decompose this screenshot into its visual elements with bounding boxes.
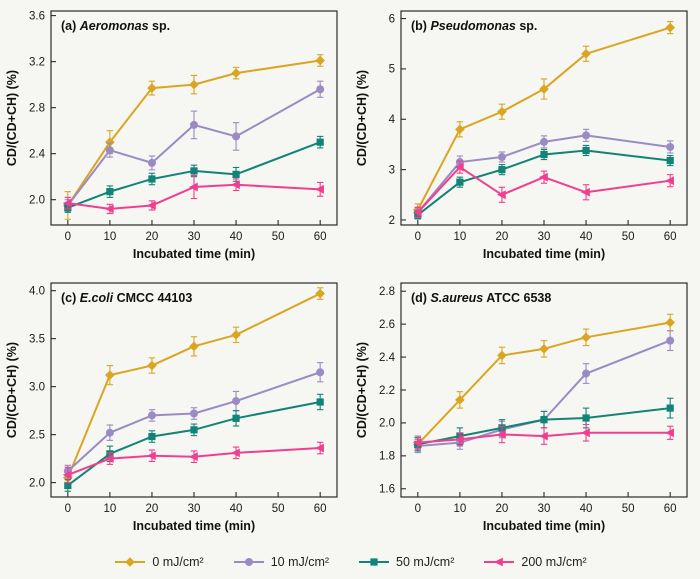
panel-title: (c) E.coli CMCC 44103 [61,291,192,305]
panel-c: 0 10 20 30 40 50 60 2.0 2.5 3.0 3.5 4.0 Incubated ti… [0,272,350,544]
y-tick-label: 3 [389,164,395,176]
x-tick-label: 50 [622,503,635,515]
chart-saureus: 0 10 20 30 40 50 60 1.6 1.8 2.0 2.2 2.4 2.6 2.8 Incuba… [355,282,688,533]
x-tick-label: 20 [146,503,159,515]
x-tick-label: 60 [314,231,327,243]
legend-label: 200 mJ/cm² [521,554,587,569]
circle-legend-marker-icon [233,557,264,566]
series-triangle-left [62,441,324,484]
x-tick-label: 50 [272,503,285,515]
panel-d: 0 10 20 30 40 50 60 1.6 1.8 2.0 2.2 2.4 2.6 2.8 Incuba… [350,272,700,544]
series-triangle-left [412,424,674,450]
y-tick-label: 2 [389,215,395,227]
x-tick-label: 30 [188,231,201,243]
panel-title: (a) Aeromonas sp. [61,19,170,33]
y-tick-label: 2.6 [379,319,395,331]
panel-a: 0 10 20 30 40 50 60 2.0 2.4 2.8 3.2 3.6 Incubated ti… [0,0,350,272]
y-tick-label: 5 [389,64,395,76]
x-tick-label: 20 [146,231,159,243]
x-tick-label: 0 [65,231,71,243]
plot-border [400,282,688,498]
x-axis-label: Incubated time (min) [483,247,605,261]
y-axis-label: CD/(CD+CH) (%) [355,342,369,438]
diamond-legend-marker-icon [115,556,146,567]
series-triangle-left [412,160,674,218]
legend-item: 50 mJ/cm² [357,555,454,569]
plot-border [400,10,688,226]
x-tick-label: 0 [415,231,421,243]
y-tick-label: 2.8 [29,102,45,114]
x-tick-label: 30 [188,503,201,515]
y-tick-label: 2.4 [29,148,46,160]
x-tick-label: 20 [496,231,509,243]
x-tick-label: 40 [580,231,593,243]
x-tick-label: 40 [580,503,593,515]
x-tick-label: 0 [415,503,421,515]
chart-grid: 0 10 20 30 40 50 60 2.0 2.4 2.8 3.2 3.6 Incubated ti… [0,0,700,544]
x-axis-label: Incubated time (min) [483,519,605,533]
y-tick-label: 2.0 [29,194,45,206]
panel-title: (d) S.aureus ATCC 6538 [411,291,551,305]
y-tick-label: 2.5 [29,429,45,441]
y-tick-label: 4 [389,114,396,126]
y-tick-label: 2.0 [29,477,45,489]
x-tick-label: 40 [230,231,243,243]
x-tick-label: 0 [65,503,71,515]
y-tick-label: 3.6 [29,10,45,22]
x-tick-label: 10 [453,231,466,243]
series-square [64,393,324,492]
legend-item: 10 mJ/cm² [232,555,329,569]
x-tick-label: 60 [664,503,677,515]
x-tick-label: 30 [538,231,551,243]
x-tick-label: 50 [622,231,635,243]
legend-label: 50 mJ/cm² [396,554,455,569]
y-tick-label: 2.4 [379,352,396,364]
x-tick-label: 10 [103,503,116,515]
panel-title: (b) Pseudomonas sp. [411,19,537,33]
y-tick-label: 2.0 [379,418,395,430]
chart-pseudomonas: 0 10 20 30 40 50 60 2 3 4 5 6 Incubated time (min) CD… [355,10,688,261]
triangle-left-legend-marker-icon [484,557,515,566]
y-axis-label: CD/(CD+CH) (%) [355,70,369,166]
y-axis-label: CD/(CD+CH) (%) [5,70,19,166]
chart-ecoli: 0 10 20 30 40 50 60 2.0 2.5 3.0 3.5 4.0 Incubated ti… [5,282,338,533]
square-legend-marker-icon [359,557,390,566]
x-tick-label: 20 [496,503,509,515]
y-axis-label: CD/(CD+CH) (%) [5,342,19,438]
series-triangle-left [62,174,324,215]
series-diamond [413,21,675,217]
x-tick-label: 40 [230,503,243,515]
legend-item: 200 mJ/cm² [482,554,587,569]
legend-label: 10 mJ/cm² [270,554,330,569]
y-tick-label: 3.0 [29,381,45,393]
panel-b: 0 10 20 30 40 50 60 2 3 4 5 6 Incubated time (min) CD… [350,0,700,272]
chart-aeromonas: 0 10 20 30 40 50 60 2.0 2.4 2.8 3.2 3.6 Incubated ti… [5,10,338,261]
legend: 0 mJ/cm² 10 mJ/cm² 50 mJ/cm² 200 mJ/cm² [0,544,700,579]
x-tick-label: 30 [538,503,551,515]
x-tick-label: 10 [103,231,116,243]
legend-label: 0 mJ/cm² [152,554,204,569]
y-tick-label: 6 [389,13,395,25]
y-tick-label: 1.8 [379,451,395,463]
series-square [414,144,674,220]
x-axis-label: Incubated time (min) [133,519,255,533]
y-tick-label: 1.6 [379,484,395,496]
y-tick-label: 3.5 [29,333,45,345]
x-axis-label: Incubated time (min) [133,247,255,261]
y-tick-label: 2.2 [379,385,395,397]
series-square [64,135,324,213]
x-tick-label: 50 [272,231,285,243]
x-tick-label: 60 [314,503,327,515]
x-tick-label: 60 [664,231,677,243]
y-tick-label: 4.0 [29,285,45,297]
y-tick-label: 2.8 [379,286,395,298]
x-tick-label: 10 [453,503,466,515]
legend-item: 0 mJ/cm² [113,554,204,569]
y-tick-label: 3.2 [29,56,45,68]
